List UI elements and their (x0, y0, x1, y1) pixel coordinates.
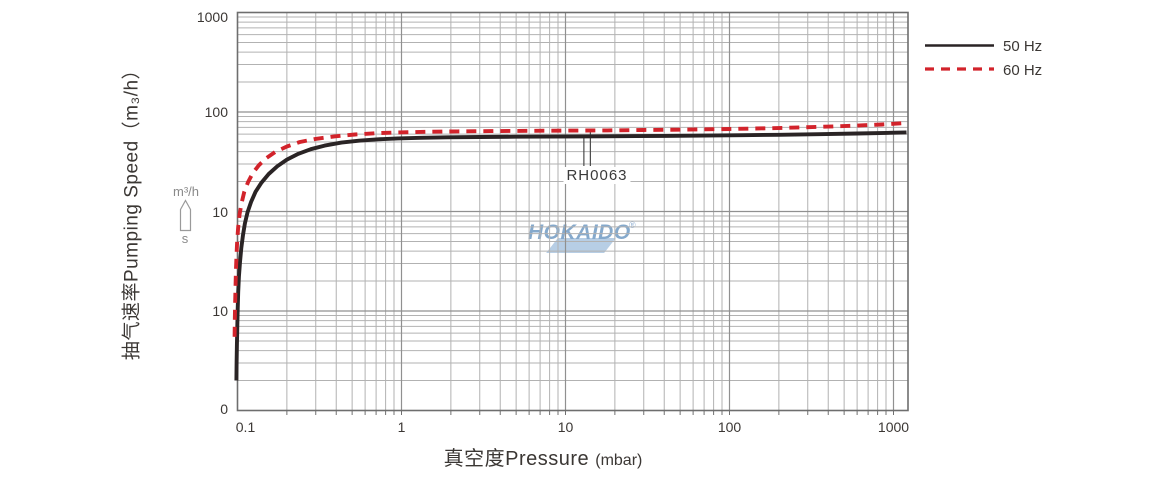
unit-note-bottom: s (181, 231, 189, 246)
x-tick-label: 1000 (877, 419, 910, 435)
curve-60hz (232, 121, 907, 337)
x-tick-label: 100 (717, 419, 742, 435)
legend-label-60hz: 60 Hz (1003, 61, 1043, 79)
registered-trademark-icon: ® (629, 220, 636, 230)
grid-major-lines (237, 12, 908, 411)
x-axis-title-text: 真空度Pressure (443, 448, 590, 470)
x-tick-label: 0.1 (235, 419, 256, 435)
y-tick-label: 1000 (196, 8, 228, 25)
y-tick-label: 10 (212, 203, 228, 220)
x-tick-label: 1 (397, 419, 406, 435)
unit-note-top: m³/h (173, 184, 199, 199)
y-tick-label: 10 (212, 303, 228, 319)
model-annotation: RH0063 (563, 167, 631, 184)
up-arrow-icon (179, 199, 192, 232)
x-tick-label: 10 (557, 419, 574, 435)
legend-label-50hz: 50 Hz (1003, 38, 1043, 55)
y-tick-label: 0 (220, 400, 228, 417)
y-tick-label: 100 (204, 104, 228, 120)
x-axis-unit: (mbar) (595, 452, 643, 469)
curve-50hz (234, 130, 907, 381)
y-axis-title: 抽气速率Pumping Speed（m₃/h） (121, 59, 143, 361)
x-axis-title: 真空度Pressure (mbar) (444, 442, 643, 471)
plot-border (236, 11, 909, 412)
